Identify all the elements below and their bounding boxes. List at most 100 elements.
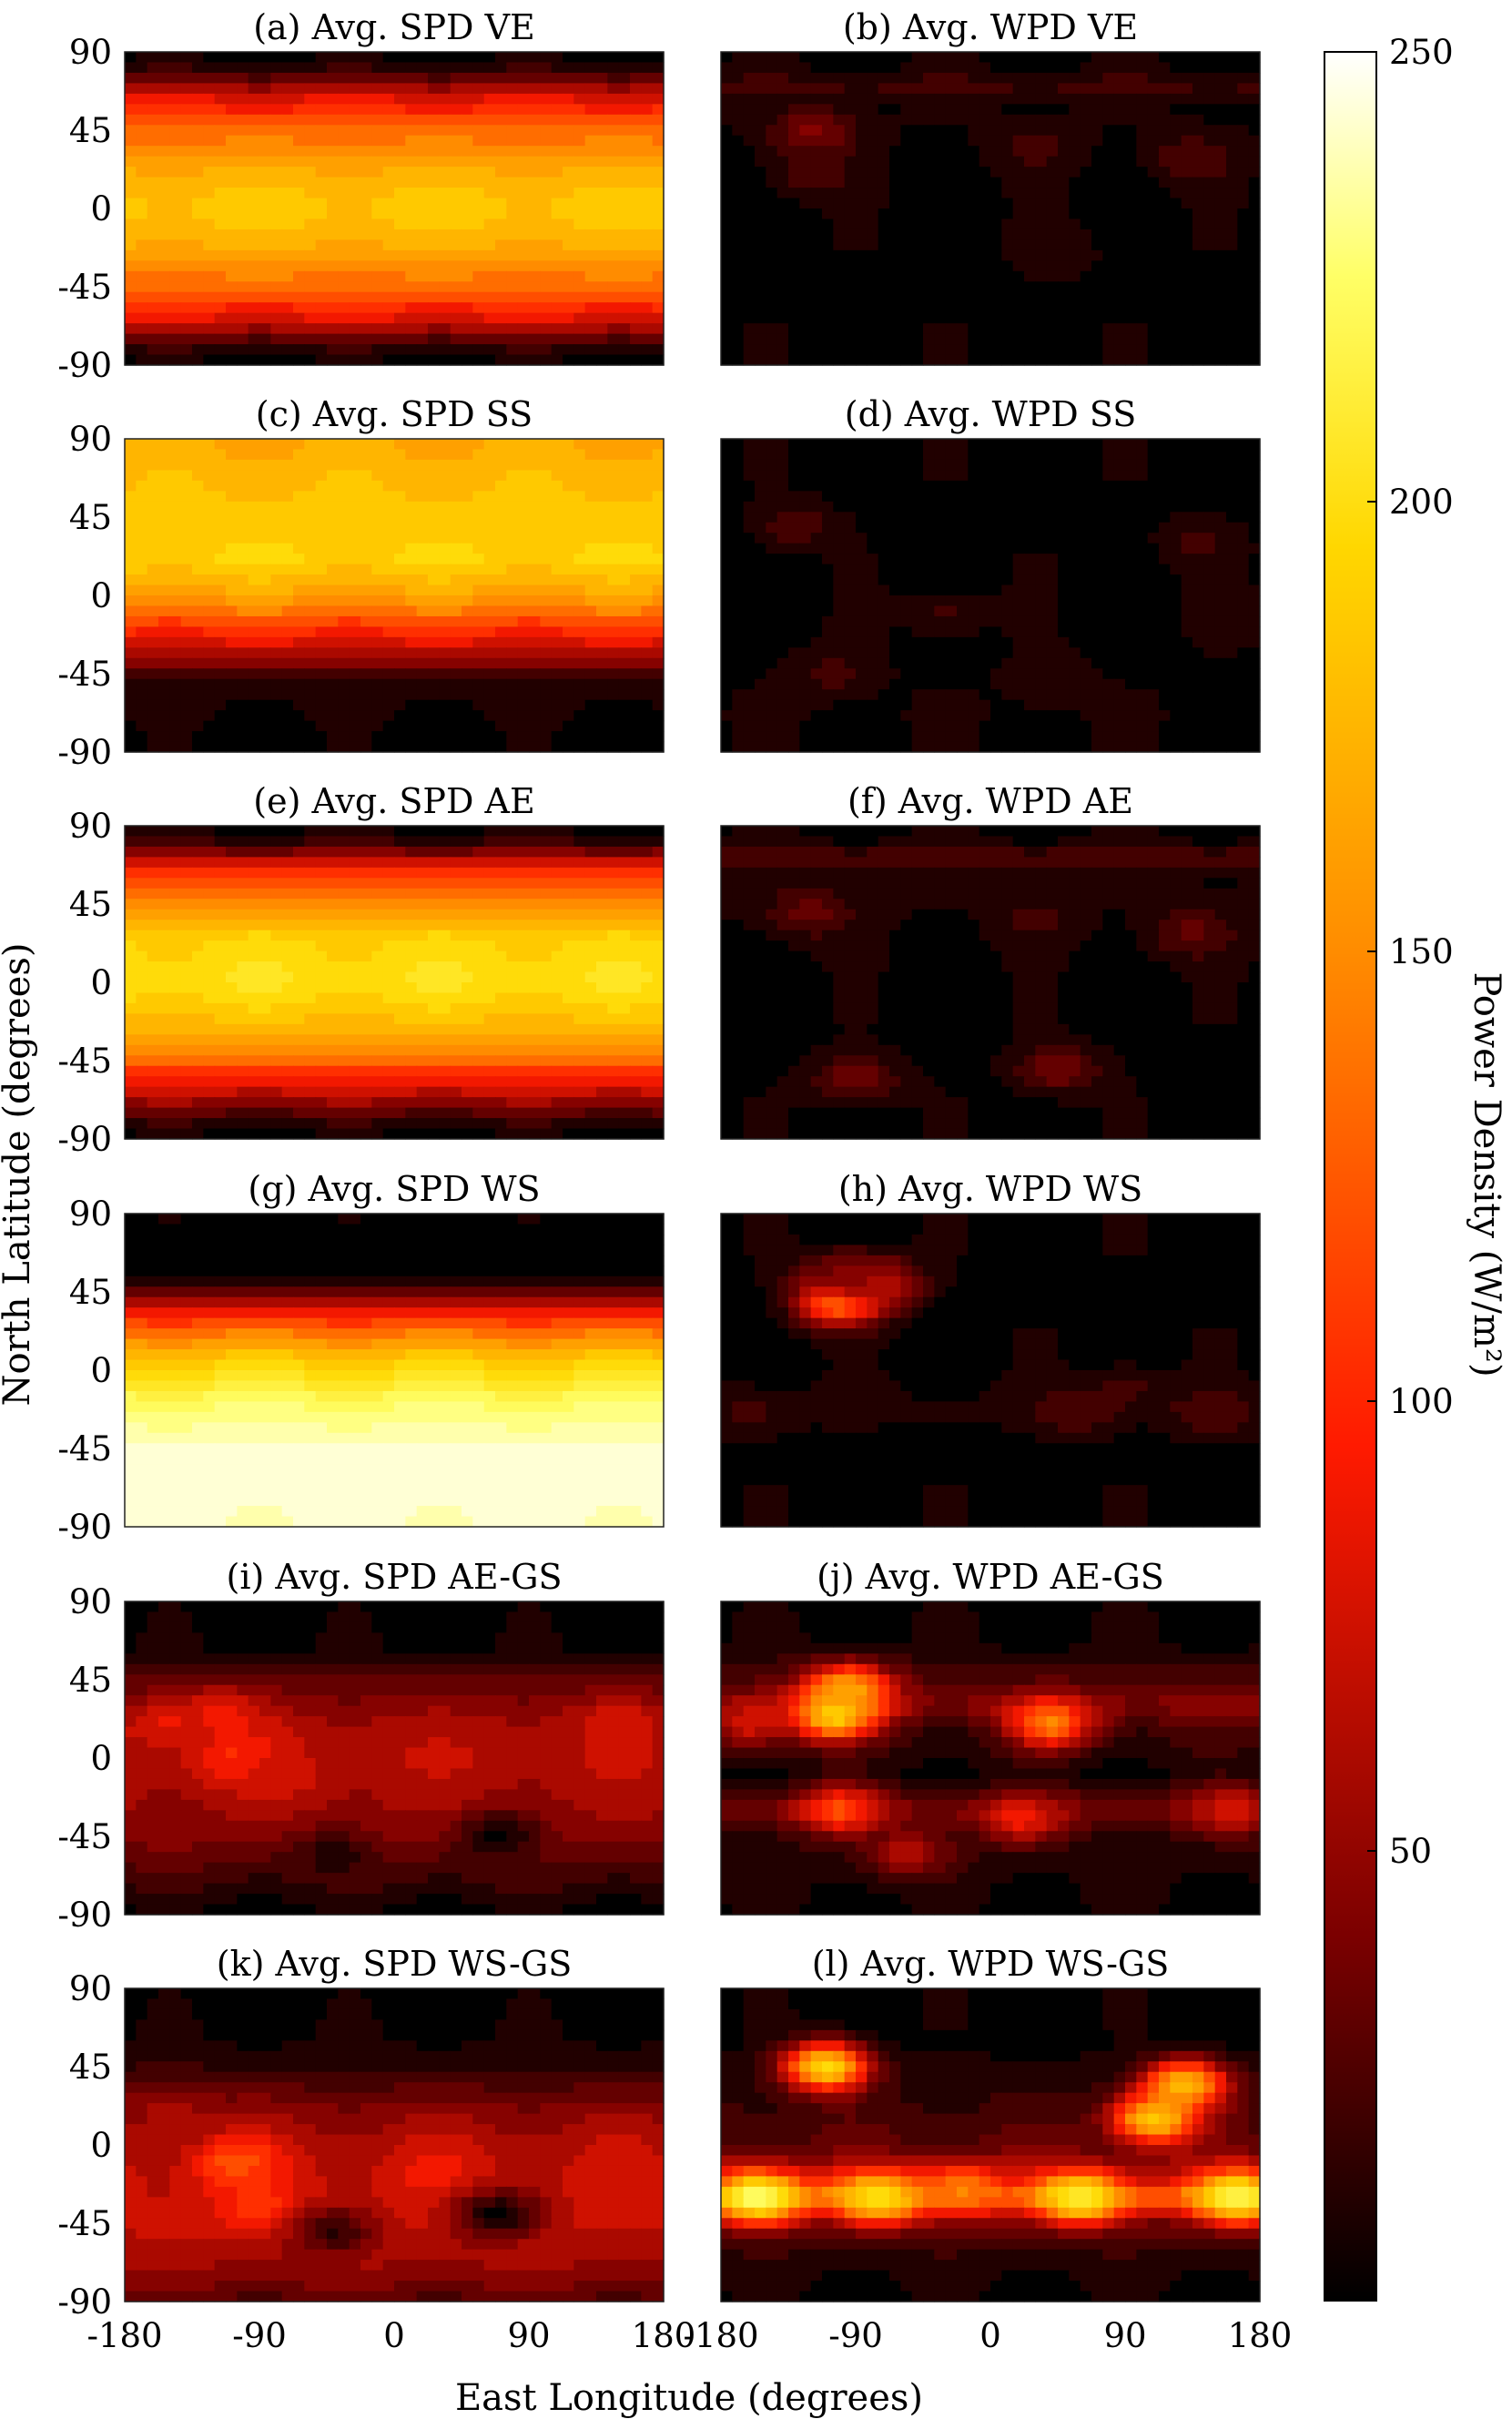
heatmap-cell bbox=[349, 533, 361, 544]
heatmap-cell bbox=[1024, 208, 1036, 220]
heatmap-cell bbox=[732, 156, 745, 168]
heatmap-cell bbox=[169, 229, 182, 240]
heatmap-cell bbox=[551, 323, 563, 335]
heatmap-cell bbox=[327, 83, 339, 95]
heatmap-cell bbox=[945, 177, 958, 188]
heatmap-cell bbox=[878, 146, 890, 158]
heatmap-cell bbox=[416, 93, 429, 105]
heatmap-cell bbox=[1035, 177, 1048, 188]
heatmap-cell bbox=[1102, 229, 1115, 240]
heatmap-cell bbox=[618, 533, 631, 544]
heatmap-cell bbox=[472, 270, 485, 282]
heatmap-cell bbox=[551, 219, 563, 230]
heatmap-cell bbox=[1102, 114, 1115, 126]
heatmap-cell bbox=[495, 615, 507, 627]
heatmap-cell bbox=[180, 480, 193, 492]
heatmap-cell bbox=[652, 208, 665, 220]
heatmap-cell bbox=[214, 249, 227, 261]
heatmap-cell bbox=[584, 333, 597, 345]
heatmap-cell bbox=[472, 480, 485, 492]
heatmap-cell bbox=[1069, 480, 1081, 492]
heatmap-cell bbox=[1035, 104, 1048, 116]
heatmap-cell bbox=[721, 522, 733, 534]
heatmap-cell bbox=[147, 198, 159, 209]
heatmap-cell bbox=[462, 480, 473, 492]
heatmap-cell bbox=[945, 219, 958, 230]
heatmap-cell bbox=[338, 93, 350, 105]
heatmap-cell bbox=[923, 344, 935, 356]
heatmap-cell bbox=[394, 564, 406, 575]
heatmap-cell bbox=[506, 333, 519, 345]
heatmap-cell bbox=[1102, 470, 1115, 482]
heatmap-cell bbox=[856, 270, 868, 282]
heatmap-cell bbox=[596, 62, 608, 74]
heatmap-cell bbox=[136, 512, 148, 523]
heatmap-cell bbox=[1159, 249, 1171, 261]
heatmap-cell bbox=[732, 208, 745, 220]
heatmap-cell bbox=[169, 188, 182, 199]
heatmap-cell bbox=[226, 615, 238, 627]
heatmap-cell bbox=[641, 260, 654, 272]
heatmap-cell bbox=[293, 689, 305, 701]
heatmap-cell bbox=[1136, 543, 1149, 554]
heatmap-cell bbox=[743, 501, 756, 513]
heatmap-cell bbox=[652, 302, 665, 314]
heatmap-cell bbox=[957, 62, 969, 74]
heatmap-cell bbox=[439, 470, 452, 482]
heatmap-cell bbox=[203, 208, 216, 220]
heatmap-cell bbox=[293, 522, 305, 534]
heatmap-cell bbox=[462, 512, 473, 523]
heatmap-cell bbox=[776, 480, 789, 492]
heatmap-cell bbox=[551, 689, 563, 701]
heatmap-cell bbox=[180, 699, 193, 711]
heatmap-cell bbox=[349, 312, 361, 324]
heatmap-cell bbox=[450, 689, 462, 701]
heatmap-cell bbox=[788, 125, 800, 137]
heatmap-cell bbox=[1181, 302, 1193, 314]
heatmap-cell bbox=[405, 512, 418, 523]
heatmap-cell bbox=[180, 459, 193, 471]
heatmap-cell bbox=[281, 678, 294, 690]
heatmap-cell bbox=[957, 470, 969, 482]
heatmap-cell bbox=[506, 93, 519, 105]
heatmap-cell bbox=[833, 219, 846, 230]
heatmap-cell bbox=[203, 501, 216, 513]
heatmap-cell bbox=[270, 512, 283, 523]
heatmap-cell bbox=[755, 522, 766, 534]
heatmap-cell bbox=[180, 219, 193, 230]
heatmap-cell bbox=[338, 281, 350, 293]
heatmap-cell bbox=[563, 741, 574, 753]
heatmap-cell bbox=[732, 146, 745, 158]
heatmap-cell bbox=[584, 480, 597, 492]
heatmap-cell bbox=[652, 291, 665, 303]
heatmap-cell bbox=[1024, 459, 1036, 471]
heatmap-cell bbox=[584, 731, 597, 743]
heatmap-cell bbox=[1080, 208, 1092, 220]
heatmap-cell bbox=[1069, 491, 1081, 503]
heatmap-cell bbox=[856, 93, 868, 105]
heatmap-cell bbox=[923, 312, 935, 324]
heatmap-cell bbox=[900, 114, 913, 126]
heatmap-cell bbox=[652, 647, 665, 659]
heatmap-cell bbox=[1046, 229, 1059, 240]
heatmap-cell bbox=[506, 323, 519, 335]
heatmap-cell bbox=[563, 167, 574, 178]
heatmap-cell bbox=[338, 229, 350, 240]
heatmap-cell bbox=[180, 167, 193, 178]
heatmap-cell bbox=[237, 229, 249, 240]
heatmap-cell bbox=[945, 449, 958, 461]
heatmap-cell bbox=[1136, 62, 1149, 74]
heatmap-cell bbox=[349, 584, 361, 596]
heatmap-cell bbox=[270, 177, 283, 188]
heatmap-cell bbox=[799, 564, 812, 575]
heatmap-cell bbox=[405, 636, 418, 648]
heatmap-cell bbox=[259, 574, 271, 586]
heatmap-cell bbox=[349, 229, 361, 240]
heatmap-cell bbox=[1080, 323, 1092, 335]
heatmap-cell bbox=[338, 167, 350, 178]
heatmap-cell bbox=[203, 668, 216, 680]
heatmap-cell bbox=[248, 249, 260, 261]
heatmap-cell bbox=[551, 52, 563, 64]
heatmap-cell bbox=[315, 636, 328, 648]
heatmap-cell bbox=[596, 626, 608, 638]
